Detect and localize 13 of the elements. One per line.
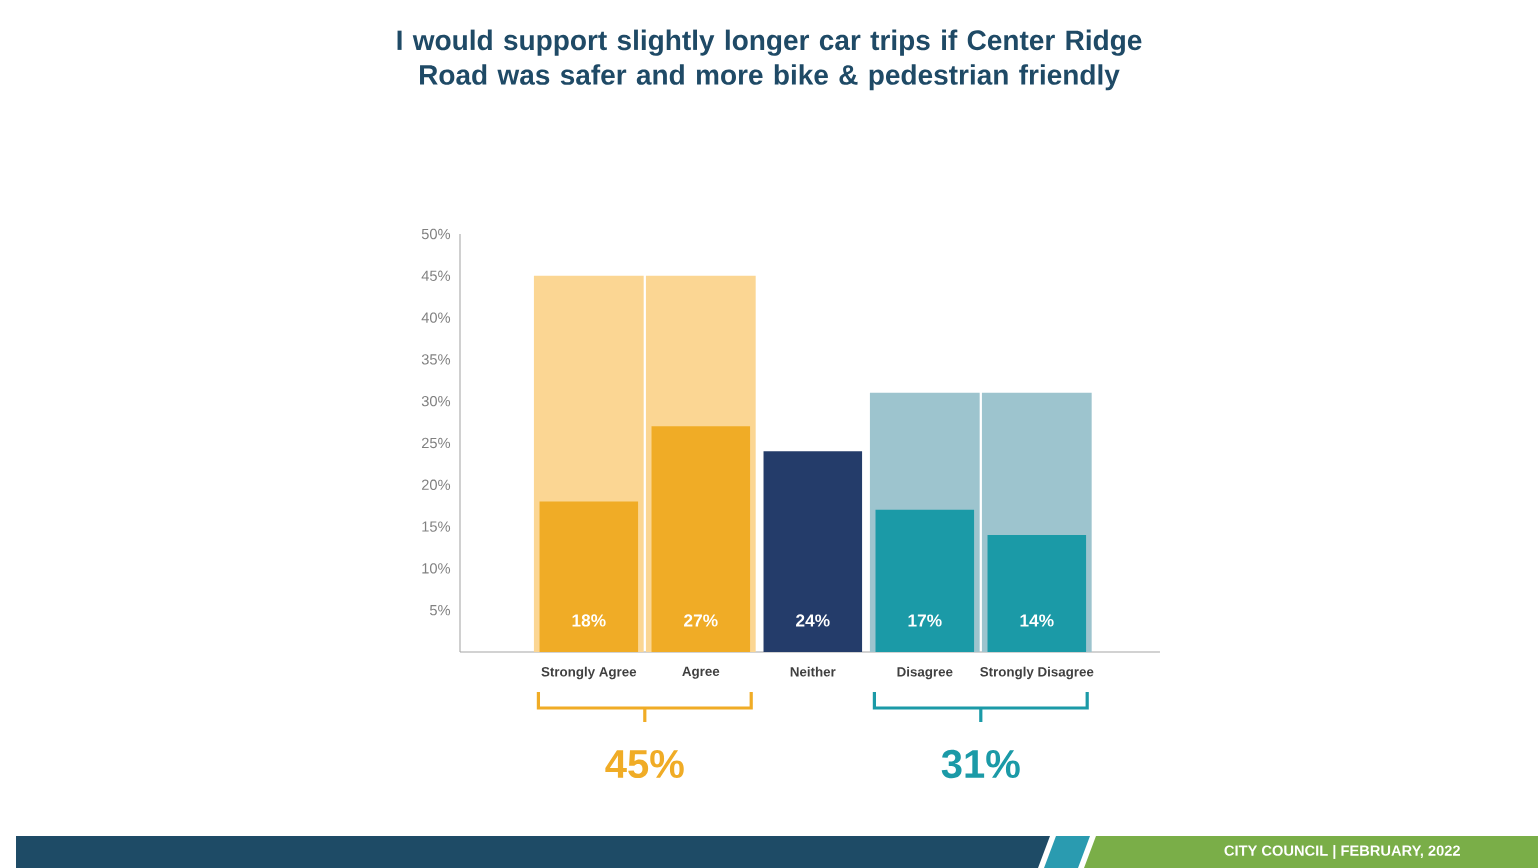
text: 31% (941, 749, 1020, 779)
bar (651, 426, 751, 652)
bar (875, 509, 975, 652)
text: 45% (605, 749, 684, 779)
bar (539, 501, 639, 652)
data-label: 18% (572, 614, 606, 627)
data-label: 14% (1020, 614, 1054, 627)
data-label: 17% (908, 614, 942, 627)
chart-title: I would support slightly longer car trips if Center Ridge Road was safer and more bike & pedestrian friendly (397, 29, 1142, 91)
bar (987, 534, 1087, 652)
data-label: 27% (684, 614, 718, 627)
data-label: 24% (796, 614, 830, 627)
bar (763, 451, 863, 652)
